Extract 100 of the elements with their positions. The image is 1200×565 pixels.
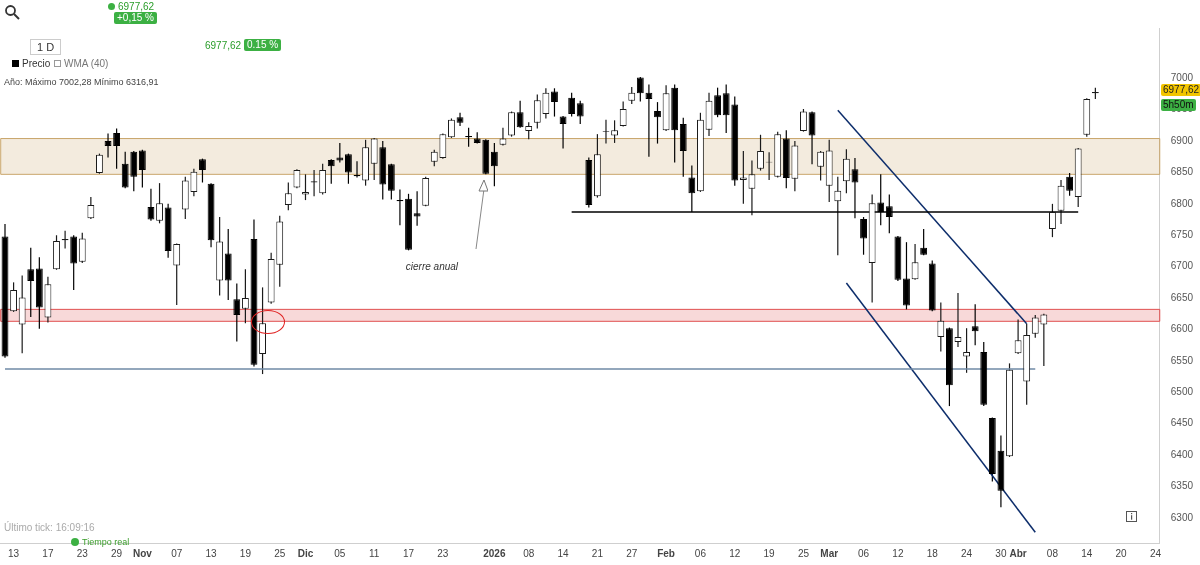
y-tick-label: 6400: [1170, 448, 1194, 460]
x-tick-label: Mar: [820, 547, 839, 559]
candlestick: [757, 134, 764, 172]
text: 6977,62: [1161, 84, 1200, 96]
x-tick-label: 21: [591, 547, 604, 559]
candlestick: [611, 119, 619, 144]
y-tick-label: 6550: [1170, 354, 1194, 366]
x-tick-label: 14: [557, 547, 570, 559]
annotation: Tiempo real: [82, 536, 130, 548]
candlestick: [10, 281, 18, 313]
text: +0,15 %: [114, 12, 157, 24]
candlestick: [344, 153, 352, 185]
annotation: Último tick: 16:09:16: [4, 522, 95, 534]
x-tick-label: 29: [111, 547, 123, 559]
candlestick: [370, 137, 378, 181]
x-tick-label: 23: [76, 547, 89, 559]
candlestick: [241, 268, 249, 324]
candlestick: [533, 93, 541, 130]
annotation: cierre anual: [405, 261, 459, 274]
x-tick-label: 06: [857, 547, 870, 559]
y-tick-label: 6300: [1170, 511, 1194, 523]
candlestick: [645, 83, 653, 158]
candlestick: [87, 196, 95, 220]
annotation: WMA (40): [64, 58, 109, 70]
candlestick: [937, 301, 945, 353]
x-tick-label: 2026: [483, 547, 506, 559]
candlestick: [156, 182, 163, 224]
x-tick-label: 25: [274, 547, 286, 559]
candlestick: [1049, 203, 1056, 238]
x-tick-label: 05: [334, 547, 346, 559]
y-tick-label: 6700: [1170, 260, 1194, 272]
x-tick-label: 24: [961, 547, 973, 559]
y-tick-label: 6750: [1170, 229, 1194, 241]
candlestick: [1040, 313, 1048, 367]
candlestick: [516, 100, 524, 129]
candlestick: [1031, 314, 1039, 339]
annotation: 6977,62: [205, 40, 242, 52]
candlestick: [1066, 172, 1074, 197]
text: 6977,62: [118, 1, 155, 13]
candlestick: [490, 142, 498, 187]
x-tick-label: 30: [995, 547, 1007, 559]
x-tick-label: 27: [626, 547, 638, 559]
y-tick-label: 6600: [1170, 323, 1194, 335]
candlestick: [636, 76, 644, 103]
annotation: 1 D: [30, 39, 62, 55]
candlestick: [190, 168, 198, 197]
candlestick: [834, 176, 842, 256]
x-tick-label: 12: [729, 547, 741, 559]
candlestick: [842, 148, 850, 194]
x-tick-label: 13: [205, 547, 218, 559]
x-tick-label: 14: [1081, 547, 1093, 559]
candlestick: [619, 100, 627, 128]
x-tick-label: 06: [694, 547, 707, 559]
x-tick-label: 25: [797, 547, 810, 559]
candlestick: [912, 243, 918, 281]
candlestick: [920, 228, 928, 256]
candlestick: [542, 87, 550, 120]
x-tick-label: 18: [926, 547, 939, 559]
text: 5h50m: [1161, 99, 1196, 111]
x-tick-label: Nov: [132, 547, 153, 559]
candlestick: [336, 142, 344, 163]
x-tick-label: 11: [368, 547, 380, 559]
x-tick-label: 12: [892, 547, 904, 559]
candlestick: [78, 232, 86, 264]
candlestick: [739, 150, 747, 205]
x-tick-label: 08: [1046, 547, 1059, 559]
annotation: 0.15 %: [244, 39, 282, 51]
candlestick: [971, 303, 979, 346]
candlestick: [551, 87, 558, 118]
candlestick: [1015, 318, 1021, 355]
y-tick-label: 6650: [1170, 291, 1194, 303]
candlestick: [113, 127, 121, 170]
x-tick-label: Dic: [297, 547, 314, 559]
annotation: Año: Máximo 7002,28 Mínimo 6316,91: [4, 76, 159, 88]
candlestick: [284, 181, 292, 211]
candlestick: [319, 163, 327, 196]
candlestick: [96, 153, 103, 175]
x-tick-label: 08: [523, 547, 535, 559]
candlestick: [817, 150, 825, 182]
x-tick-label: Feb: [657, 547, 675, 559]
y-tick-label: 6800: [1170, 197, 1194, 209]
x-tick-label: 07: [171, 547, 183, 559]
candlestick: [714, 87, 722, 118]
x-tick-label: 20: [1115, 547, 1128, 559]
candlestick: [800, 108, 807, 133]
y-tick-label: 6500: [1170, 386, 1194, 398]
candlestick: [173, 242, 181, 306]
candlestick: [576, 100, 584, 125]
candlestick: [508, 110, 515, 138]
x-tick-label: 19: [239, 547, 252, 559]
candlestick: [860, 216, 867, 256]
candlestick: [138, 149, 146, 189]
x-tick-label: 17: [42, 547, 54, 559]
candlestick: [568, 92, 576, 118]
candlestick: [27, 247, 35, 318]
candlestick: [121, 151, 129, 189]
x-tick-label: Abr: [1009, 547, 1027, 559]
y-tick-label: 7000: [1170, 71, 1194, 83]
x-tick-label: 19: [763, 547, 776, 559]
x-tick-label: 24: [1149, 547, 1162, 559]
